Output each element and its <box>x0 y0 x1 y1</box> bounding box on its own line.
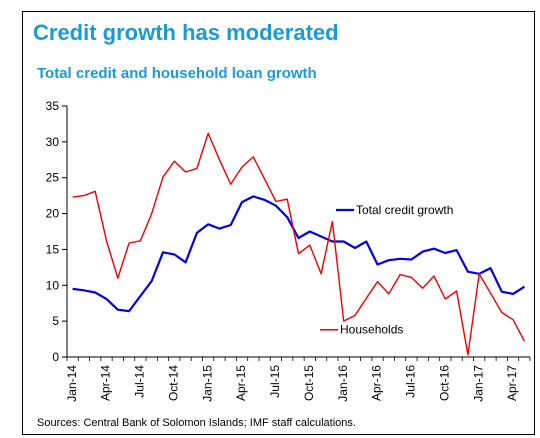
chart-subtitle: Total credit and household loan growth <box>37 65 317 82</box>
x-tick-label: Jul-15 <box>268 365 282 398</box>
chart-axes: 0 5 10 15 20 25 30 35 Jan-14 Apr-14 Jul-14 Oct-14 Ja… <box>46 99 531 402</box>
x-tick-label: Jan-15 <box>200 365 214 402</box>
x-tick-label: Oct-15 <box>302 365 316 401</box>
chart-frame: Credit growth has moderated Total credit… <box>22 11 535 435</box>
x-tick-label: Apr-15 <box>234 365 248 401</box>
y-tick-label: 20 <box>46 207 60 221</box>
y-tick-label: 15 <box>46 242 60 256</box>
series-line-households <box>72 132 526 356</box>
y-tick-label: 35 <box>46 99 60 113</box>
series-line-total-credit <box>72 195 525 313</box>
chart-legend: Total credit growth Households <box>320 203 453 337</box>
x-tick-label: Jan-17 <box>471 365 485 402</box>
legend-label: Total credit growth <box>356 203 453 217</box>
chart-series <box>72 132 526 356</box>
x-tick-label: Jan-14 <box>65 365 79 402</box>
y-tick-label: 10 <box>46 278 60 292</box>
chart-title: Credit growth has moderated <box>33 20 339 45</box>
x-tick-label: Jul-16 <box>404 365 418 398</box>
legend-label: Households <box>340 323 403 337</box>
x-tick-label: Oct-16 <box>437 365 451 401</box>
y-tick-label: 25 <box>46 171 60 185</box>
y-tick-label: 5 <box>52 314 59 328</box>
x-tick-label: Oct-14 <box>166 365 180 401</box>
x-tick-label: Jan-16 <box>336 365 350 402</box>
chart-source: Sources: Central Bank of Solomon Islands… <box>37 417 356 429</box>
x-tick-label: Apr-14 <box>99 365 113 401</box>
y-tick-label: 30 <box>46 135 60 149</box>
x-tick-label: Apr-17 <box>505 365 519 401</box>
x-tick-label: Jul-14 <box>133 365 147 398</box>
x-tick-label: Apr-16 <box>370 365 384 401</box>
y-tick-label: 0 <box>52 350 59 364</box>
